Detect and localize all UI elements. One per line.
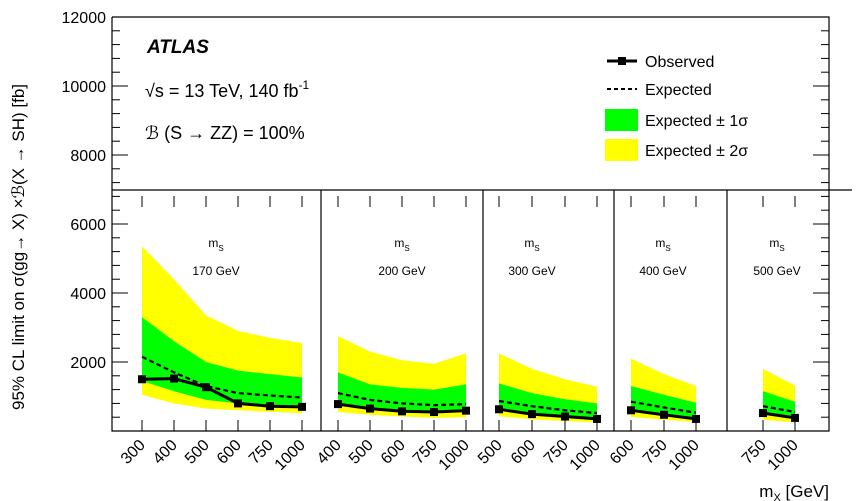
- observed-point-panel-3-1: [660, 410, 668, 419]
- x-axis-title-base: m: [759, 482, 773, 501]
- x-tick-label-panel-0-5: 1000: [272, 437, 309, 474]
- observed-point-panel-2-3: [593, 414, 601, 423]
- panel-ms-subscript-0: S: [218, 244, 223, 253]
- panel-ms-label-1: mS: [394, 236, 409, 253]
- energy-lumi-label: √s = 13 TeV, 140 fb-1: [145, 78, 310, 101]
- x-tick-label-panel-2-0: 500: [475, 437, 506, 468]
- y-tick-label-10000: 10000: [62, 79, 107, 96]
- observed-point-panel-3-0: [627, 406, 635, 415]
- observed-point-panel-3-2: [692, 414, 700, 423]
- observed-point-panel-1-3: [430, 408, 438, 417]
- observed-line-panel-0: [141, 377, 303, 409]
- x-tick-label-panel-0-0: 300: [118, 437, 149, 468]
- y-tick-label-8000: 8000: [70, 148, 106, 165]
- x-tick-label-panel-0-3: 600: [214, 437, 245, 468]
- panel-ms-base-1: m: [394, 236, 404, 250]
- expected-line-panel-2: [498, 399, 598, 415]
- observed-point-panel-1-4: [462, 406, 470, 415]
- y-tick-label-4000: 4000: [70, 286, 106, 303]
- panel-mass-label-2: 300 GeV: [508, 264, 555, 278]
- panel-ms-base-0: m: [208, 236, 218, 250]
- legend-expected-label: Expected: [645, 82, 712, 99]
- branching-label: ℬ (S → ZZ) = 100%: [145, 123, 305, 143]
- panel-mass-label-4: 500 GeV: [753, 264, 800, 278]
- legend-band2-swatch: [605, 139, 638, 161]
- ticks-layer: [112, 16, 829, 432]
- y-tick-label-6000: 6000: [70, 217, 106, 234]
- observed-point-panel-4-0: [759, 409, 767, 418]
- observed-point-panel-2-2: [561, 412, 569, 421]
- observed-point-panel-2-0: [495, 405, 503, 414]
- panel-ms-subscript-2: S: [534, 244, 539, 253]
- observed-point-panel-0-1: [170, 374, 178, 383]
- panel-ms-base-4: m: [769, 236, 779, 250]
- y-tick-label-12000: 12000: [62, 10, 107, 27]
- observed-point-panel-1-0: [334, 400, 342, 409]
- band-1sigma-panel-0: [142, 317, 302, 407]
- x-tick-label-panel-1-1: 500: [346, 437, 377, 468]
- y-axis-title: 95% CL limit on σ(gg→ X) ×ℬ(X → SH) [fb]: [9, 84, 28, 410]
- observed-point-panel-1-2: [398, 407, 406, 416]
- observed-point-panel-2-1: [528, 410, 536, 419]
- atlas-label: ATLAS: [146, 37, 209, 58]
- bands-layer: [142, 246, 795, 423]
- observed-point-panel-1-1: [366, 404, 374, 413]
- panel-ms-base-3: m: [655, 236, 665, 250]
- expected-line-panel-4: [762, 405, 796, 414]
- legend-observed-label: Observed: [645, 54, 714, 71]
- lumi-exponent: -1: [299, 78, 310, 92]
- observed-point-panel-4-1: [791, 413, 799, 422]
- observed-point-panel-0-5: [298, 402, 306, 411]
- band-1sigma-panel-4: [763, 391, 795, 419]
- band-1sigma-panel-1: [338, 372, 466, 414]
- panel-ms-subscript-1: S: [404, 244, 409, 253]
- x-tick-label-panel-1-0: 400: [314, 437, 345, 468]
- expected-line-panel-3: [630, 400, 697, 414]
- observed-line-panel-4: [762, 411, 796, 420]
- panel-ms-label-3: mS: [655, 236, 670, 253]
- legend: Observed Expected Expected ± 1σ Expected…: [605, 54, 748, 161]
- x-axis-title: mX [GeV]: [759, 482, 829, 501]
- panel-ms-label-4: mS: [769, 236, 784, 253]
- observed-point-panel-0-3: [234, 399, 242, 408]
- x-tick-label-panel-1-2: 600: [378, 437, 409, 468]
- x-tick-label-panel-3-2: 1000: [666, 437, 703, 474]
- x-tick-label-panel-3-0: 600: [607, 437, 638, 468]
- expected-line-panel-0: [141, 355, 303, 399]
- panel-ms-subscript-4: S: [779, 244, 784, 253]
- x-axis-title-subscript: X: [773, 492, 781, 501]
- lines-layer: [138, 355, 799, 423]
- panel-ms-label-0: mS: [208, 236, 223, 253]
- observed-point-panel-0-4: [266, 402, 274, 411]
- legend-band2-label: Expected ± 2σ: [645, 143, 748, 160]
- legend-band1-swatch: [605, 109, 638, 131]
- x-tick-label-panel-0-1: 400: [150, 437, 181, 468]
- observed-line-panel-2: [498, 407, 598, 421]
- panel-mass-label-0: 170 GeV: [192, 264, 239, 278]
- panel-ms-base-2: m: [524, 236, 534, 250]
- x-tick-label-panel-2-1: 600: [508, 437, 539, 468]
- legend-band1-label: Expected ± 1σ: [645, 113, 748, 130]
- panel-ms-label-2: mS: [524, 236, 539, 253]
- x-axis-title-unit: [GeV]: [781, 482, 829, 501]
- panel-mass-label-3: 400 GeV: [639, 264, 686, 278]
- observed-point-panel-0-2: [202, 383, 210, 392]
- energy-lumi-text: √s = 13 TeV, 140 fb: [145, 81, 299, 101]
- observed-point-panel-0-0: [138, 375, 146, 384]
- x-tick-label-panel-1-4: 1000: [436, 437, 473, 474]
- x-tick-label-panel-2-3: 1000: [567, 437, 604, 474]
- expected-line-panel-1: [337, 392, 467, 407]
- x-tick-label-panel-0-2: 500: [182, 437, 213, 468]
- y-tick-label-2000: 2000: [70, 355, 106, 372]
- panel-ms-subscript-3: S: [665, 244, 670, 253]
- x-tick-label-panel-4-1: 1000: [765, 437, 802, 474]
- panel-mass-label-1: 200 GeV: [378, 264, 425, 278]
- legend-observed-marker: [618, 57, 626, 65]
